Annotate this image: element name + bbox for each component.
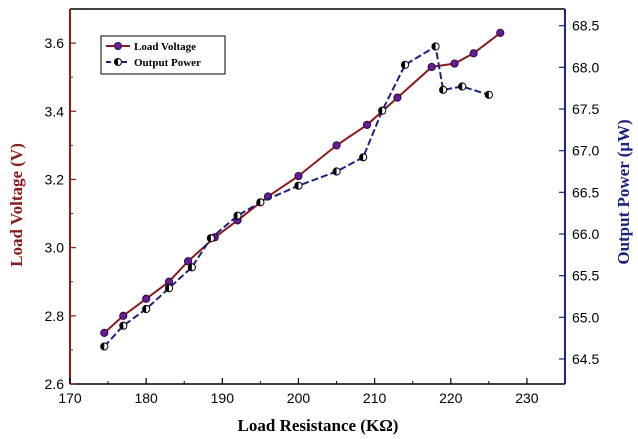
- power-data-point: [378, 106, 387, 115]
- legend: Load Voltage Output Power: [100, 35, 226, 75]
- voltage-data-point: [427, 62, 436, 72]
- x-tick-label: 200: [287, 390, 311, 406]
- right-y-tick-label: 67.0: [572, 143, 599, 159]
- power-data-point: [332, 167, 341, 176]
- power-data-point: [431, 42, 440, 51]
- x-axis-title: Load Resistance (KΩ): [238, 416, 399, 435]
- voltage-data-point: [469, 49, 478, 58]
- power-data-point: [400, 60, 410, 69]
- power-data-point: [233, 211, 242, 220]
- voltage-data-point: [362, 120, 372, 130]
- right-y-tick-label: 64.5: [572, 351, 599, 367]
- power-data-point: [294, 181, 303, 190]
- left-y-tick-label: 2.8: [45, 308, 65, 324]
- right-y-tick-label: 68.5: [572, 18, 599, 34]
- left-y-tick-label: 3.0: [45, 240, 65, 256]
- legend-label-voltage: Load Voltage: [134, 41, 196, 53]
- right-y-axis-title: Output Power (μW): [614, 119, 633, 264]
- power-data-point: [119, 321, 128, 330]
- voltage-data-point: [450, 59, 459, 68]
- legend-box: [100, 35, 226, 75]
- right-y-tick-label: 68.0: [572, 59, 599, 75]
- x-tick-label: 220: [439, 390, 463, 406]
- voltage-data-point: [496, 28, 505, 37]
- legend-marker-voltage: [114, 42, 122, 50]
- left-y-tick-label: 3.4: [45, 103, 65, 119]
- right-y-tick-label: 67.5: [572, 101, 599, 117]
- voltage-data-point: [119, 311, 128, 320]
- plot-area: 170 180 190 200 210 220 230 2.6 2.8 3.0 3.2 3.4 3.6 6…: [45, 8, 599, 406]
- right-y-tick-label: 66.0: [572, 226, 599, 242]
- right-y-tick-label: 66.5: [572, 184, 599, 200]
- legend-label-power: Output Power: [134, 57, 201, 69]
- x-tick-label: 230: [515, 390, 539, 406]
- right-y-tick-label: 65.5: [572, 268, 599, 284]
- left-y-tick-label: 3.2: [45, 171, 65, 187]
- right-y-tick-label: 65.0: [572, 309, 599, 325]
- left-y-tick-label: 2.6: [45, 376, 65, 392]
- power-data-point: [458, 82, 467, 91]
- voltage-data-point: [142, 294, 151, 303]
- x-tick-label: 170: [58, 390, 82, 406]
- x-tick-label: 190: [211, 390, 235, 406]
- voltage-data-point: [183, 257, 193, 266]
- power-data-point: [359, 153, 368, 162]
- voltage-data-point: [332, 141, 341, 150]
- legend-marker-power: [114, 58, 122, 66]
- x-tick-label: 210: [363, 390, 387, 406]
- power-data-point: [142, 304, 151, 314]
- power-series-line: [103, 44, 490, 348]
- x-tick-label: 180: [134, 390, 158, 406]
- power-data-point: [484, 90, 493, 99]
- voltage-data-point: [100, 328, 109, 337]
- power-data-point: [206, 234, 215, 243]
- voltage-data-point: [393, 93, 402, 102]
- power-data-point: [439, 85, 448, 94]
- left-y-axis-title: Load Voltage (V): [7, 143, 26, 267]
- power-data-point: [164, 284, 174, 293]
- voltage-data-point: [294, 171, 303, 181]
- power-data-point: [187, 263, 196, 272]
- voltage-series-line: [103, 32, 501, 334]
- left-y-tick-label: 3.6: [45, 35, 65, 51]
- power-data-point: [256, 198, 265, 207]
- power-data-point: [100, 342, 109, 351]
